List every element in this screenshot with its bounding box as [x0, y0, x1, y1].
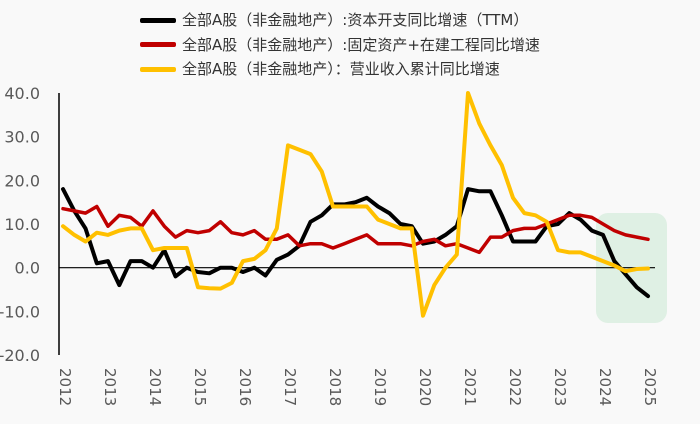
x-tick-label: 2024 [596, 368, 614, 406]
legend-label: 全部A股（非金融地产）：营业收入累计同比增速 [182, 60, 500, 78]
x-tick-label: 2018 [326, 368, 344, 406]
legend-item-fixed-assets: 全部A股（非金融地产）:固定资产+在建工程同比增速 [140, 33, 540, 58]
legend-swatch [140, 66, 176, 72]
x-tick-label: 2025 [641, 368, 659, 406]
y-tick-label: 40.0 [4, 84, 40, 103]
series-line-1 [61, 204, 650, 255]
y-tick-label: 30.0 [4, 128, 40, 147]
x-tick-label: 2023 [551, 368, 569, 406]
x-tick-label: 2019 [371, 368, 389, 406]
y-tick-label: 10.0 [4, 215, 40, 234]
legend-item-revenue: 全部A股（非金融地产）：营业收入累计同比增速 [140, 57, 540, 82]
y-tick-label: 20.0 [4, 171, 40, 190]
x-tick-label: 2013 [101, 368, 119, 406]
legend-swatch [140, 17, 176, 23]
y-tick-label: 0.0 [15, 259, 40, 278]
x-tick-label: 2020 [416, 368, 434, 406]
x-tick-label: 2022 [506, 368, 524, 406]
y-tick-label: -20.0 [0, 346, 40, 365]
legend-swatch [140, 42, 176, 48]
x-tick-label: 2016 [236, 368, 254, 406]
y-tick-label: -10.0 [0, 302, 40, 321]
x-tick-label: 2012 [56, 368, 74, 406]
x-tick-label: 2014 [146, 368, 164, 406]
legend-label: 全部A股（非金融地产）:资本开支同比增速（TTM） [182, 11, 529, 29]
x-tick-label: 2017 [281, 368, 299, 406]
legend: 全部A股（非金融地产）:资本开支同比增速（TTM） 全部A股（非金融地产）:固定… [140, 8, 540, 82]
legend-item-capex: 全部A股（非金融地产）:资本开支同比增速（TTM） [140, 8, 540, 33]
legend-label: 全部A股（非金融地产）:固定资产+在建工程同比增速 [182, 35, 540, 54]
x-tick-label: 2015 [191, 368, 209, 406]
x-tick-label: 2021 [461, 368, 479, 406]
series-line-0 [61, 187, 650, 299]
series-line-2 [61, 91, 650, 318]
